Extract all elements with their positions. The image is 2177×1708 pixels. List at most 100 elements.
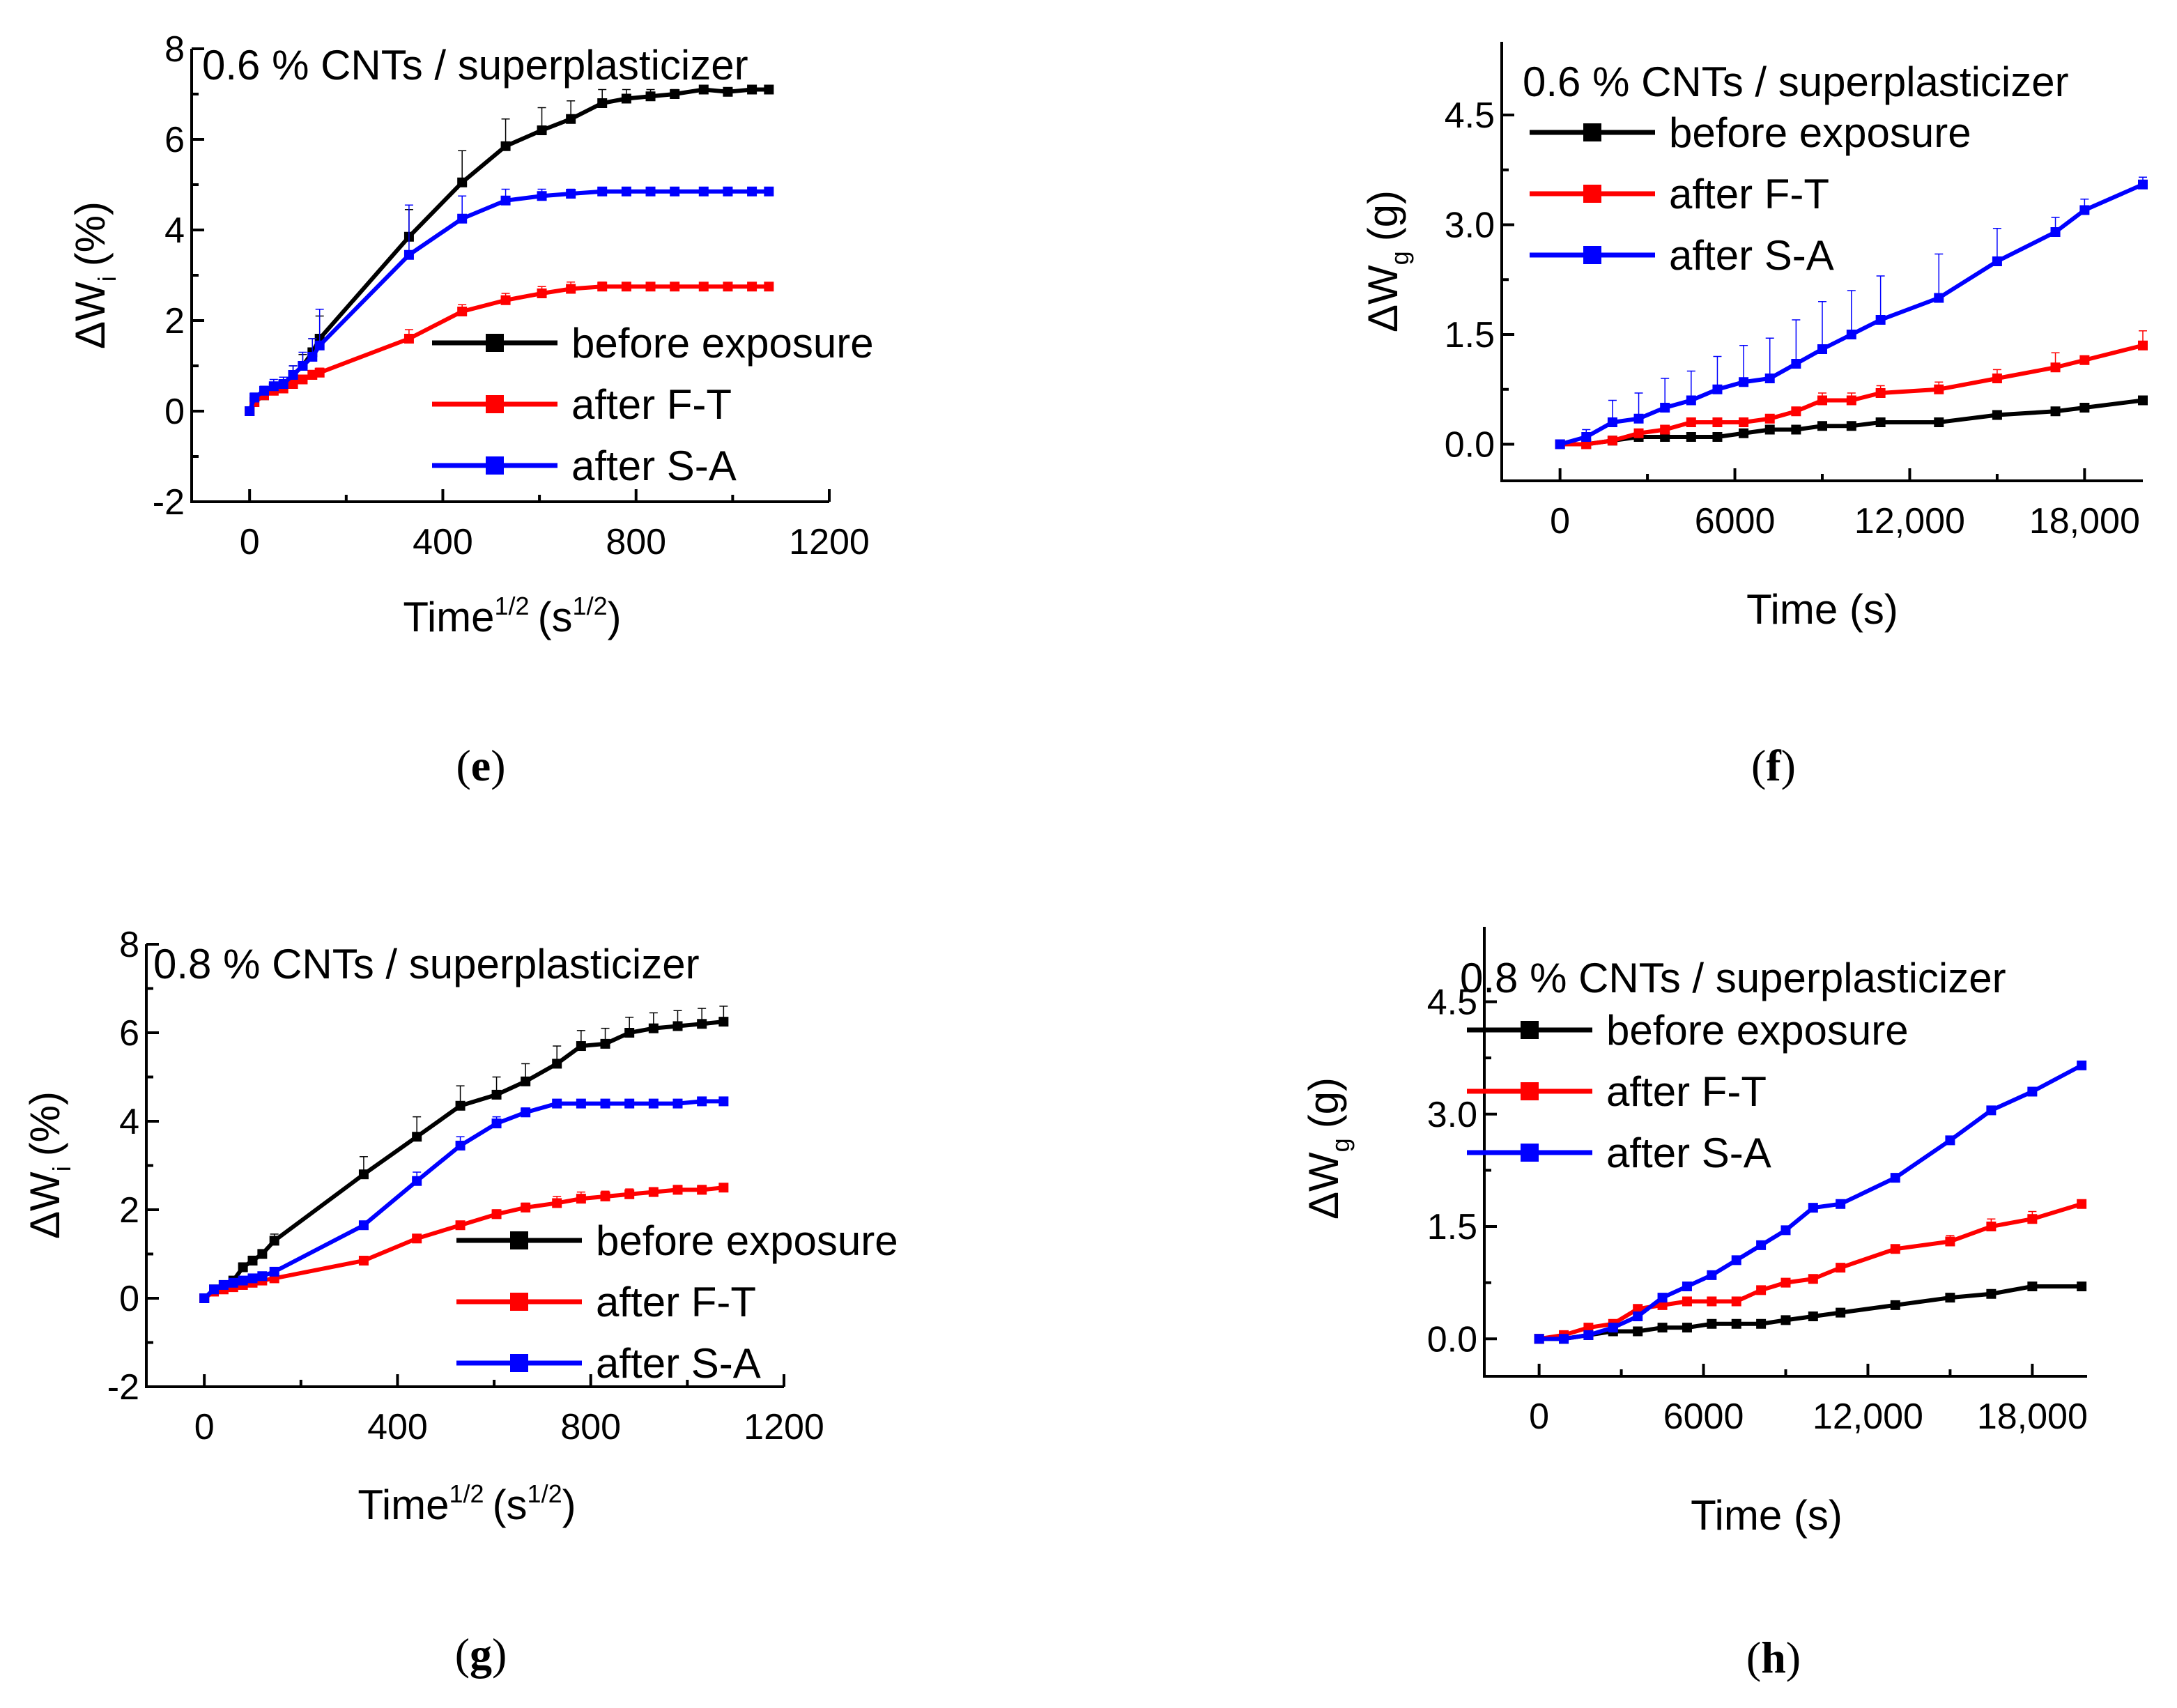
panel-label-close: ) [1786,1633,1801,1682]
y-tick-label: 4.5 [1445,95,1495,136]
data-point [1986,1288,1997,1299]
data-point [537,288,547,298]
legend-entry: after F-T [1669,171,1829,217]
data-point [600,1191,610,1201]
legend-swatch-marker [510,1293,528,1311]
legend-swatch-marker [486,456,504,475]
data-point [412,1176,422,1186]
data-point [1660,403,1670,413]
data-point [1707,1296,1717,1307]
x-axis-label: Time1/2 (s1/2) [357,1479,576,1528]
y-axis-label-sub: g [1326,1138,1355,1152]
y-tick-label: 4 [164,210,185,251]
data-point [2077,1282,2087,1291]
x-axis-label: Time (s) [1691,1492,1843,1539]
chart-panel-h: 0 6000 12,000 18,000 0.0 1.5 3.0 4.50.8 % CNTs … [1300,927,2088,1682]
data-point [1682,1323,1692,1333]
data-point [764,282,774,292]
data-point [2079,355,2090,365]
data-point [670,282,680,292]
data-point [259,385,269,396]
chart-panel-e: 0 400 800 1200 -2 0 2 4 6 8 0.6 % CNTs / superplas… [67,29,874,790]
data-point [1583,1323,1594,1333]
data-point [521,1076,531,1086]
data-point [1780,1225,1791,1236]
y-tick-label: 6 [164,120,185,160]
data-point [723,186,733,197]
legend-entry: after S-A [571,443,737,489]
data-point [457,177,468,187]
legend-entry: after F-T [596,1279,756,1325]
y-axis-label: ΔWi (%) [22,1091,76,1239]
data-point [670,186,680,197]
legend-swatch-marker [486,395,504,413]
data-point [455,1220,466,1231]
data-point [1791,424,1801,435]
data-point [672,1098,683,1109]
data-point [358,1256,369,1266]
data-point [566,284,576,294]
y-tick-label: 0 [119,1279,139,1319]
data-point [697,1185,707,1195]
legend-swatch-marker [1521,1021,1539,1039]
data-point [278,379,289,389]
data-point [288,379,298,389]
series-before-exposure [1534,1282,2087,1344]
data-point [645,91,656,102]
data-point [238,1275,248,1286]
data-point [621,282,631,292]
y-axis-label-main: ΔW [67,282,114,349]
data-point [1890,1173,1900,1183]
data-point [1657,1323,1668,1333]
x-tick-label: 6000 [1695,501,1776,541]
data-point [1817,421,1827,431]
data-point [500,295,511,305]
data-point [249,392,260,403]
x-axis-label: Time (s) [1746,586,1898,633]
data-point [1836,1263,1846,1273]
legend-swatch-marker [486,334,504,352]
data-point [566,114,576,124]
legend-swatch-marker [510,1231,528,1249]
legend: before exposure after F-T after S-A [1467,1007,1909,1176]
data-point [314,340,325,351]
panel-label-letter: e [471,741,491,790]
series-line [203,1099,724,1300]
data-point [747,282,757,292]
data-point [491,1089,502,1100]
data-point [672,1021,683,1031]
x-tick-label: 1200 [744,1407,824,1447]
data-point [1875,417,1886,427]
data-point [247,1256,258,1266]
chart-title: 0.6 % CNTs / superplasticizer [1523,59,2069,105]
data-point [1581,432,1592,442]
data-point [1764,424,1775,435]
y-axis-label-unit: (g) [1300,1077,1347,1128]
data-point [1633,1311,1643,1321]
panel-label-letter: g [470,1629,492,1679]
legend-entry: after S-A [596,1340,761,1387]
data-point [500,195,511,206]
legend-entry: after S-A [1606,1130,1771,1176]
data-point [1817,344,1827,354]
data-point [1660,424,1670,435]
series-after-f-t [1555,330,2148,449]
data-point [314,367,325,378]
data-point [723,282,733,292]
data-point [576,1194,586,1204]
data-point [1808,1311,1818,1321]
data-point [648,1023,659,1033]
y-tick-label: 8 [119,925,139,965]
plot-axes [1483,927,2087,1378]
legend-entry: before exposure [1606,1007,1909,1054]
legend: before exposure after F-T after S-A [456,1217,898,1387]
panel-label-open: ( [455,1629,470,1679]
x-tick-label: 0 [194,1407,215,1447]
panel-label-letter: h [1761,1633,1786,1682]
data-point [1875,388,1886,398]
legend-swatch-marker [510,1354,528,1372]
data-point [1583,1330,1594,1340]
series-after-f-t [1534,1199,2087,1344]
x-tick-label: 800 [606,522,666,562]
y-tick-label: 2 [164,301,185,341]
